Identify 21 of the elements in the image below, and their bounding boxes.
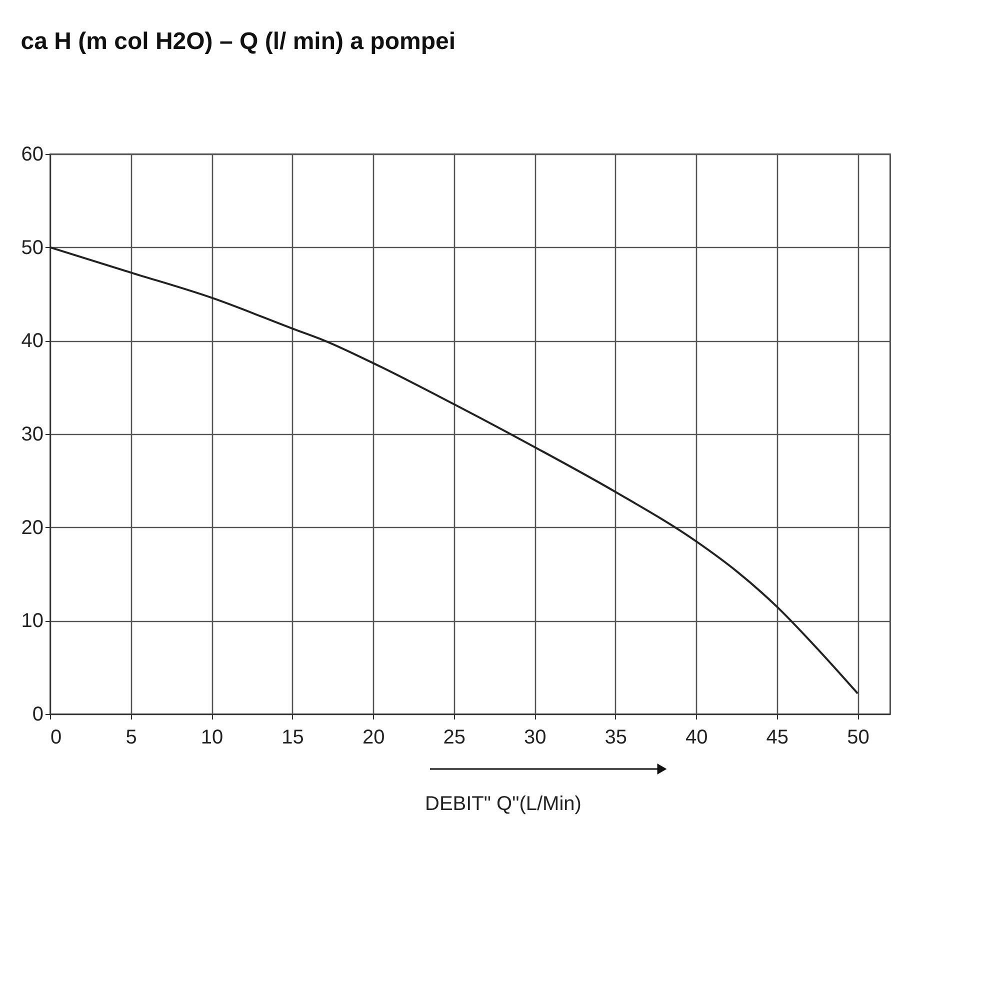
x-tick-label: 5 — [126, 726, 137, 748]
y-tick-label: 50 — [21, 236, 44, 259]
y-tick-label: 60 — [21, 144, 44, 166]
x-tick-label: 30 — [524, 726, 546, 748]
x-tick-label: 25 — [443, 726, 466, 748]
x-tick-label: 10 — [200, 726, 224, 748]
x-tick-label: 45 — [766, 726, 789, 748]
x-tick-label: 15 — [282, 726, 304, 748]
y-tick-label: 30 — [21, 424, 44, 446]
x-tick-label: 20 — [362, 726, 385, 748]
line-series — [49, 246, 859, 694]
y-tick-label: 10 — [21, 610, 44, 632]
x-tick-label: 50 — [847, 726, 870, 748]
x-tick-label: 35 — [604, 726, 628, 748]
chart-title: ca H (m col H2O) – Q (l/ min) a pompei — [20, 28, 456, 55]
x-tick-label: 40 — [686, 726, 708, 748]
x-tick-label: 0 — [50, 726, 62, 748]
y-tick-label: 40 — [21, 330, 44, 352]
x-axis-title: DEBIT" Q"(L/Min) — [425, 793, 582, 815]
y-tick-label: 20 — [21, 516, 44, 539]
y-tick-label: 0 — [32, 704, 44, 726]
